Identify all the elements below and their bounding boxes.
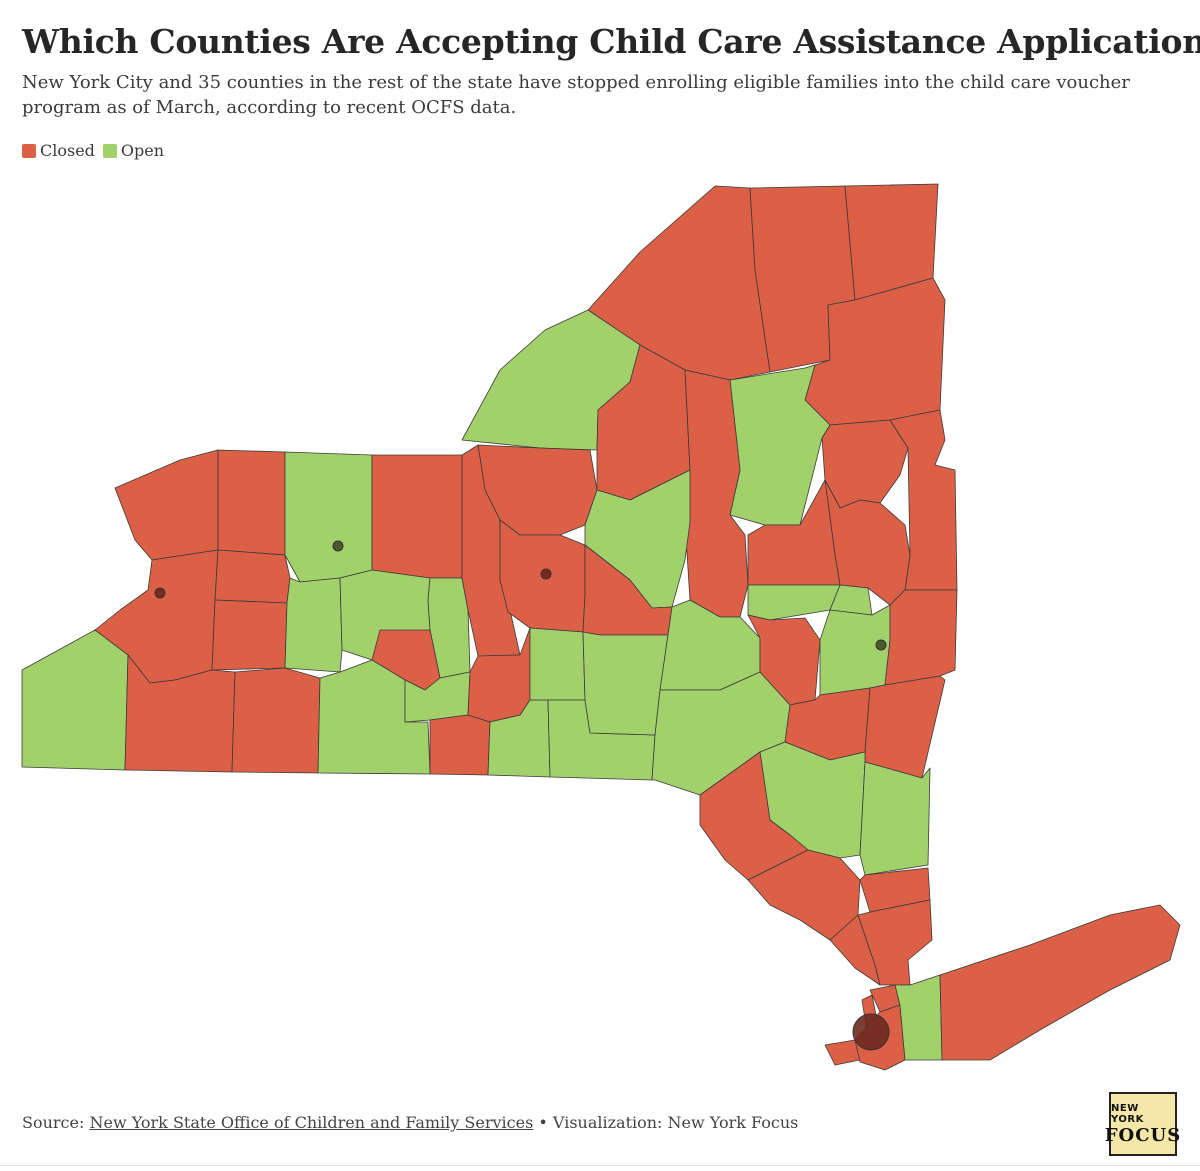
new-york-focus-logo: NEW YORK FOCUS [1105,1092,1180,1156]
logo-line-1: NEW YORK [1111,1102,1144,1125]
county-chautauqua[interactable] [21,629,129,771]
new-york-county-map [21,183,1181,1071]
county-columbia[interactable] [864,675,946,779]
city-markers [154,540,890,1051]
source-link[interactable]: New York State Office of Children and Fa… [89,1113,534,1132]
source-footer: Source: New York State Office of Childre… [22,1113,798,1132]
city-marker-new-york-city[interactable] [852,1013,890,1051]
logo-line-2: FOCUS [1104,1124,1182,1146]
county-westchester[interactable] [857,899,933,986]
source-prefix: Source: [22,1113,85,1132]
city-marker-buffalo[interactable] [154,587,166,599]
county-washington[interactable] [889,409,958,591]
legend-swatch-closed [22,143,36,158]
county-montgomery[interactable] [747,584,841,621]
legend: Closed Open [22,141,172,160]
county-putnam[interactable] [859,867,931,913]
legend-swatch-open [102,143,117,158]
county-nyc-staten-island[interactable] [824,1039,861,1066]
county-wyoming[interactable] [211,599,288,671]
county-warren[interactable] [821,419,909,509]
county-chenango[interactable] [582,631,669,736]
page-subtitle: New York City and 35 counties in the res… [22,72,1130,118]
legend-label-closed: Closed [40,141,95,160]
visualization-credit: Visualization: New York Focus [552,1113,799,1132]
county-cattaraugus[interactable] [124,654,236,773]
county-chemung[interactable] [429,714,491,776]
legend-item-open: Open [102,141,165,160]
legend-label-open: Open [120,141,165,160]
county-niagara[interactable] [114,449,219,561]
page-title: Which Counties Are Accepting Child Care … [22,22,1200,61]
legend-item-closed: Closed [22,141,95,160]
city-marker-rochester[interactable] [332,540,344,552]
county-monroe[interactable] [284,451,373,583]
county-dutchess[interactable] [859,761,931,876]
county-orleans[interactable] [217,449,286,556]
county-otsego[interactable] [659,599,761,691]
city-marker-albany[interactable] [875,639,887,651]
county-genesee[interactable] [214,549,291,604]
county-wayne[interactable] [371,454,463,579]
county-livingston[interactable] [284,577,343,673]
city-marker-syracuse[interactable] [540,568,552,580]
county-rensselaer[interactable] [884,589,958,686]
footer-separator: • [538,1113,548,1132]
bottom-divider [0,1165,1200,1166]
county-suffolk[interactable] [939,904,1181,1061]
county-allegany[interactable] [231,667,321,774]
county-cortland[interactable] [529,627,586,701]
